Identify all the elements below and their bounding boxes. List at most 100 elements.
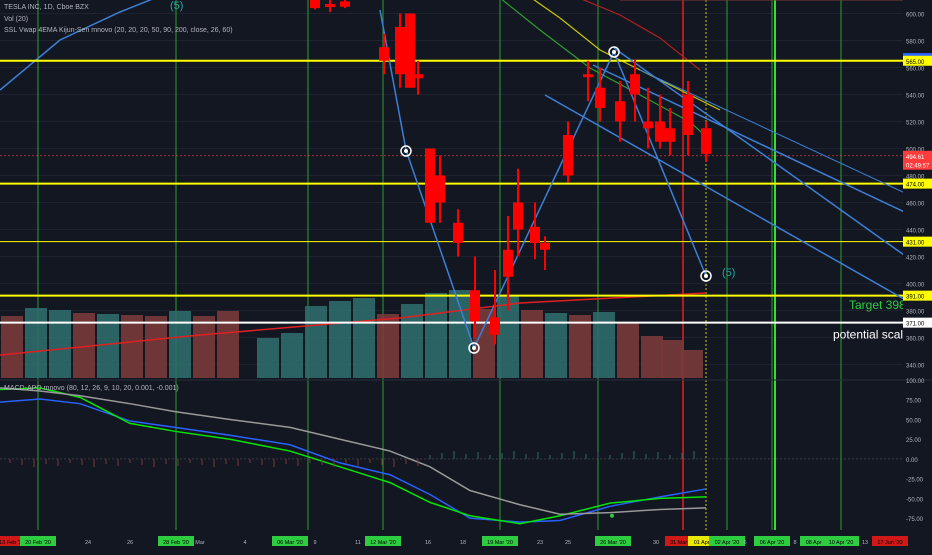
candle-body [425, 148, 435, 223]
price-label: 474.00 [906, 183, 925, 189]
time-label-highlight [823, 536, 859, 546]
candle-body [435, 175, 445, 203]
time-tick-label: 06 Apr '20 [760, 540, 785, 546]
price-label: 02:49:57 [906, 164, 930, 170]
indicator-lines [0, 0, 932, 356]
candle-body [405, 13, 415, 88]
time-tick-label: 17 Jun '20 [877, 540, 902, 546]
time-tick-label: 13 [862, 540, 868, 546]
price-axis: 600.00 580.00 560.00 540.00 520.00 500.00 480.… [903, 0, 932, 378]
annotation-label: potential scalp [833, 327, 910, 341]
volume-bar [617, 323, 639, 378]
price-tick-label: 360.00 [906, 337, 925, 343]
macd-tick-label: 25.00 [906, 438, 922, 444]
time-tick-label: Mar [195, 540, 205, 546]
annotation-label: (5) [722, 267, 735, 279]
macd-pane: 100.00 75.00 50.00 25.00 0.00 -25.00 -50.00 -75… [0, 379, 932, 525]
volume-bar [73, 313, 95, 378]
candle [683, 81, 693, 156]
price-label: 391.00 [906, 295, 925, 301]
price-tick-label: 480.00 [906, 175, 925, 181]
candle [490, 270, 500, 345]
macd-tick-label: -50.00 [906, 497, 924, 503]
candle-body [630, 74, 640, 95]
trend-line [379, 9, 407, 151]
time-label-highlight [482, 536, 518, 546]
pivot-marker [608, 46, 620, 58]
time-axis: 13 Feb '20 20 Feb '20 24 26 28 Feb '20 Mar 4 06… [0, 532, 932, 550]
time-tick-label: 26 Mar '20 [600, 540, 626, 546]
candle-body [470, 290, 480, 322]
time-tick-label: 10 Apr '20 [829, 540, 854, 546]
candle-body [643, 121, 653, 129]
candle [615, 81, 625, 142]
time-label-highlight [872, 536, 908, 546]
time-tick-label: 08 Apr '20 [806, 540, 831, 546]
volume-bar [425, 293, 447, 378]
time-tick-label: 31 Mar '20 [670, 540, 696, 546]
indicator-line [0, 292, 707, 356]
time-tick-label: 18 [460, 540, 466, 546]
time-tick-label: 13 Feb '20 [0, 540, 25, 546]
candle [379, 33, 389, 75]
price-label: 494.61 [906, 155, 925, 161]
candle [325, 0, 335, 13]
volume-bar [661, 340, 683, 378]
price-tick-label: 520.00 [906, 121, 925, 127]
pivot-dot [612, 50, 616, 54]
candle [405, 13, 415, 88]
time-tick-label: 4 [243, 540, 246, 546]
candle-body [453, 222, 463, 243]
candle [435, 155, 445, 223]
time-tick-label: 02 Apr '20 [715, 540, 740, 546]
pivot-marker [468, 342, 480, 354]
candle-body [395, 27, 405, 75]
volume-bar [217, 311, 239, 378]
candle [665, 108, 675, 156]
volume-bar [569, 315, 591, 378]
trend-lines [379, 9, 932, 349]
volume-bar [681, 350, 703, 378]
candle-body [583, 74, 593, 78]
time-label-highlight [158, 536, 194, 546]
price-tick-label: 440.00 [906, 229, 925, 235]
time-tick-label: 06 Mar '20 [277, 540, 303, 546]
price-label-bg [903, 159, 932, 170]
trend-line [592, 64, 932, 226]
trend-line [613, 51, 707, 277]
price-tick-label: 400.00 [906, 283, 925, 289]
volume-bar [145, 316, 167, 378]
time-tick-label: 25 [565, 540, 571, 546]
price-label-bg [903, 236, 932, 247]
candle [425, 148, 435, 223]
time-tick-label: 12 Mar '20 [370, 540, 396, 546]
price-label-bg [903, 178, 932, 189]
time-label-highlight [0, 536, 30, 546]
candle [655, 94, 665, 149]
trend-line [639, 69, 921, 201]
pivot-dot [704, 274, 708, 278]
volume-bar [329, 301, 351, 378]
time-tick-label: 24 [85, 540, 91, 546]
candle-body [655, 121, 665, 142]
candle [583, 60, 593, 102]
price-tick-label: 600.00 [906, 13, 925, 19]
candle-body [595, 87, 605, 108]
volume-bar [353, 298, 375, 378]
volume-bar [305, 306, 327, 378]
candle-body [503, 249, 513, 277]
trend-line [405, 149, 475, 349]
volume-bar [169, 311, 191, 378]
price-label-bg [903, 290, 932, 301]
price-label: 371.00 [906, 322, 925, 328]
macd-tick-label: -25.00 [906, 478, 924, 484]
candle-body [530, 226, 540, 243]
price-tick-label: 340.00 [906, 364, 925, 370]
annotation-label: (5) [170, 0, 183, 12]
time-label-highlight [754, 536, 790, 546]
candle-body [665, 128, 675, 142]
candle [643, 87, 653, 149]
